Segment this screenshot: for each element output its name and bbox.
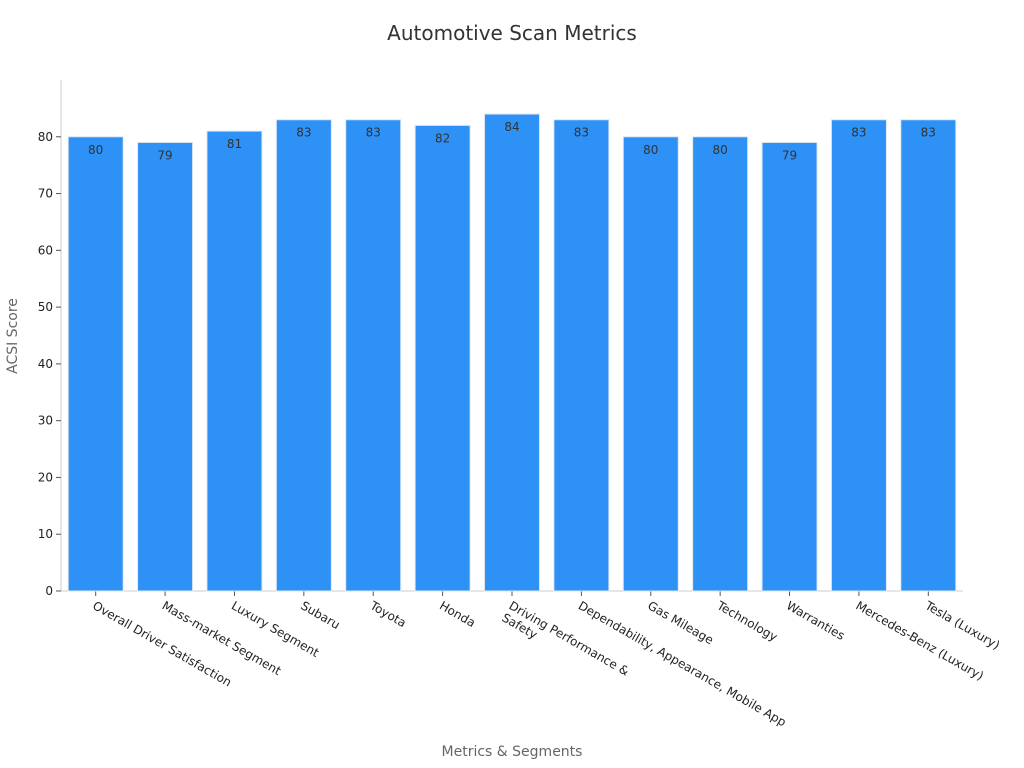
- y-tick-label: 40: [38, 357, 53, 371]
- x-tick-label: Warranties: [784, 598, 847, 642]
- bar-value-label: 82: [435, 131, 450, 145]
- y-axis: 0 10 20 30 40 50 60 70 80: [38, 80, 62, 598]
- x-tick-label: Mercedes-Benz (Luxury): [853, 598, 986, 683]
- bar: [345, 119, 402, 592]
- y-tick-label: 70: [38, 187, 53, 201]
- x-tick-label: Honda: [437, 598, 478, 630]
- y-tick-label: 10: [38, 527, 53, 541]
- bar-value-label: 83: [921, 126, 936, 140]
- bar: [553, 119, 610, 592]
- x-tick-label: Mass-market Segment: [160, 598, 284, 678]
- bar: [484, 113, 540, 592]
- bar: [692, 136, 749, 592]
- bar-value-label: 83: [366, 126, 381, 140]
- bar-value-label: 84: [504, 120, 519, 134]
- bar-value-label: 79: [157, 148, 172, 162]
- bar-value-label: 79: [782, 148, 797, 162]
- bar-value-label: 83: [574, 126, 589, 140]
- bar: [206, 130, 263, 592]
- chart-title: Automotive Scan Metrics: [387, 21, 637, 45]
- y-tick-label: 0: [45, 584, 53, 598]
- bar-value-label: 83: [851, 126, 866, 140]
- y-tick-label: 30: [38, 414, 53, 428]
- bar-value-label: 83: [296, 126, 311, 140]
- data-labels-group: 80 79 81 83 83 82 84 83 80 80 79 83 83: [88, 120, 936, 162]
- x-axis: [61, 590, 963, 596]
- bar: [830, 119, 887, 592]
- x-tick-label: Toyota: [367, 598, 409, 630]
- bar-value-label: 80: [643, 143, 658, 157]
- y-tick-label: 20: [38, 470, 53, 484]
- y-tick-label: 60: [38, 243, 53, 257]
- bar-value-label: 80: [88, 143, 103, 157]
- bar: [414, 124, 471, 592]
- x-tick-label: Overall Driver Satisfaction: [90, 598, 234, 689]
- bar: [761, 141, 818, 592]
- x-tick-label: Technology: [714, 598, 780, 644]
- bar: [900, 119, 957, 592]
- x-tick-label: Driving Performance &Safety: [500, 598, 632, 690]
- bar: [137, 141, 194, 592]
- bar-value-label: 80: [713, 143, 728, 157]
- bar: [275, 119, 332, 592]
- bar-value-label: 81: [227, 137, 242, 151]
- y-tick-label: 50: [38, 300, 53, 314]
- bars-group: [67, 113, 957, 592]
- y-tick-label: 80: [38, 130, 53, 144]
- bar: [622, 136, 679, 592]
- y-axis-title: ACSI Score: [5, 298, 21, 374]
- bar: [67, 136, 124, 592]
- x-tick-label: Subaru: [298, 598, 342, 631]
- x-axis-title: Metrics & Segments: [442, 744, 583, 760]
